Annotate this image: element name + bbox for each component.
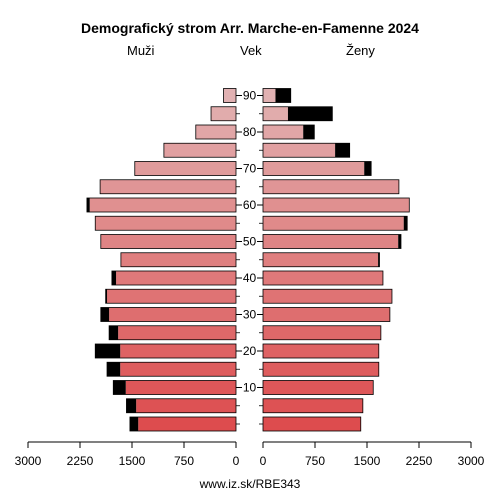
x-tick-label-left: 750	[174, 454, 194, 468]
age-tick-label: 30	[243, 308, 257, 322]
male-bar-25-29	[118, 325, 236, 340]
male-surplus-0-4	[129, 417, 139, 431]
female-surplus-45-49	[378, 252, 380, 267]
male-bar-10-14	[125, 380, 236, 395]
male-bar-0-4	[138, 417, 236, 431]
age-tick-label: 50	[243, 235, 257, 249]
female-bar-20-24	[263, 344, 379, 358]
male-bar-45-49	[120, 252, 236, 267]
male-surplus-35-39	[105, 289, 108, 304]
female-bar-70-74	[263, 161, 365, 176]
male-surplus-20-24	[95, 344, 121, 358]
male-surplus-40-44	[111, 271, 117, 285]
age-tick-label: 80	[243, 125, 257, 139]
female-bar-50-54	[263, 234, 399, 249]
female-bar-65-69	[263, 179, 399, 194]
female-bar-85-89	[263, 106, 288, 121]
female-surplus-50-54	[398, 234, 401, 249]
female-bar-60-64	[263, 198, 410, 212]
footer-source: www.iz.sk/RBE343	[199, 477, 301, 491]
female-surplus-75-79	[335, 143, 350, 158]
male-surplus-30-34	[100, 307, 110, 322]
x-tick-label-right: 0	[260, 454, 267, 468]
x-tick-label-left: 1500	[119, 454, 146, 468]
male-surplus-25-29	[109, 325, 119, 340]
male-bar-35-39	[107, 289, 236, 304]
male-bar-75-79	[163, 143, 236, 158]
male-bar-65-69	[100, 179, 237, 194]
female-label: Ženy	[346, 43, 375, 58]
male-surplus-15-19	[107, 362, 121, 377]
female-bar-80-84	[263, 125, 304, 139]
female-bar-35-39	[263, 289, 392, 304]
age-tick-label: 20	[243, 344, 257, 358]
male-bar-40-44	[116, 271, 236, 285]
x-tick-label-left: 2250	[67, 454, 94, 468]
age-tick-label: 70	[243, 162, 257, 176]
female-bar-40-44	[263, 271, 383, 285]
female-bar-90-94	[263, 88, 276, 103]
male-bar-60-64	[89, 198, 236, 212]
x-tick-label-right: 750	[305, 454, 325, 468]
age-tick-label: 40	[243, 271, 257, 285]
x-tick-label-right: 1500	[354, 454, 381, 468]
male-bar-85-89	[211, 106, 236, 121]
female-bar-5-9	[263, 398, 363, 413]
male-bar-50-54	[100, 234, 236, 249]
x-tick-label-left: 0	[233, 454, 240, 468]
male-surplus-10-14	[113, 380, 126, 395]
male-bar-30-34	[109, 307, 236, 322]
x-tick-label-right: 2250	[406, 454, 433, 468]
age-tick-label: 10	[243, 381, 257, 395]
male-surplus-60-64	[86, 198, 90, 212]
male-label: Muži	[127, 43, 155, 58]
female-bar-75-79	[263, 143, 336, 158]
female-surplus-70-74	[364, 161, 372, 176]
male-bar-15-19	[120, 362, 236, 377]
age-tick-label: 60	[243, 198, 257, 212]
female-bar-45-49	[263, 252, 379, 267]
age-tick-label: 90	[243, 89, 257, 103]
female-bar-15-19	[263, 362, 379, 377]
female-surplus-55-59	[403, 216, 408, 231]
male-bar-80-84	[195, 125, 236, 139]
male-bar-20-24	[120, 344, 236, 358]
female-bar-10-14	[263, 380, 374, 395]
male-bar-55-59	[95, 216, 237, 231]
chart-title: Demografický strom Arr. Marche-en-Famenn…	[81, 20, 419, 36]
x-tick-label-right: 3000	[458, 454, 485, 468]
female-bar-55-59	[263, 216, 404, 231]
age-label: Vek	[240, 43, 262, 58]
male-surplus-5-9	[126, 398, 137, 413]
female-surplus-85-89	[287, 106, 333, 121]
female-bar-25-29	[263, 325, 381, 340]
x-tick-label-left: 3000	[15, 454, 42, 468]
male-bar-90-94	[223, 88, 236, 103]
male-bar-5-9	[136, 398, 236, 413]
male-bar-70-74	[134, 161, 236, 176]
female-surplus-90-94	[275, 88, 291, 103]
female-bar-0-4	[263, 417, 361, 431]
female-bar-30-34	[263, 307, 390, 322]
female-surplus-80-84	[303, 125, 315, 139]
